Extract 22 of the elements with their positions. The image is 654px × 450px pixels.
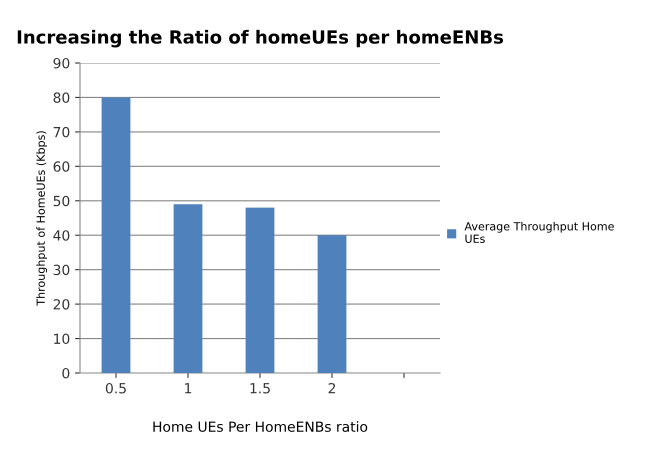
y-tick-label: 90 xyxy=(53,58,70,68)
y-tick-label: 30 xyxy=(54,264,70,276)
x-axis-title: Home UEs Per HomeENBs ratio xyxy=(153,421,368,432)
y-tick-label: 20 xyxy=(54,299,70,310)
y-tick-label: 60 xyxy=(54,161,70,172)
y-tick-label: 40 xyxy=(53,230,70,241)
x-tick-label: 0.5 xyxy=(106,382,126,394)
x-tick-label: 2 xyxy=(328,382,336,394)
y-axis-title: Throughput of HomeUEs (Kbps) xyxy=(36,131,48,306)
x-tick-label: 1.5 xyxy=(250,383,270,394)
chart-title: Increasing the Ratio of homeUEs per homeENBs xyxy=(18,30,504,48)
y-tick-label: 10 xyxy=(54,334,70,344)
legend-label: Average Throughput Home UEs xyxy=(464,222,614,243)
y-tick-label: 50 xyxy=(54,196,70,206)
y-tick-label: 70 xyxy=(54,126,70,138)
y-tick-label: 0 xyxy=(62,368,70,378)
bar xyxy=(174,204,202,373)
bar xyxy=(246,208,274,373)
x-tick-label: 1 xyxy=(185,383,192,394)
bar xyxy=(102,97,130,373)
bar xyxy=(318,235,346,373)
y-tick-label: 80 xyxy=(54,92,70,103)
